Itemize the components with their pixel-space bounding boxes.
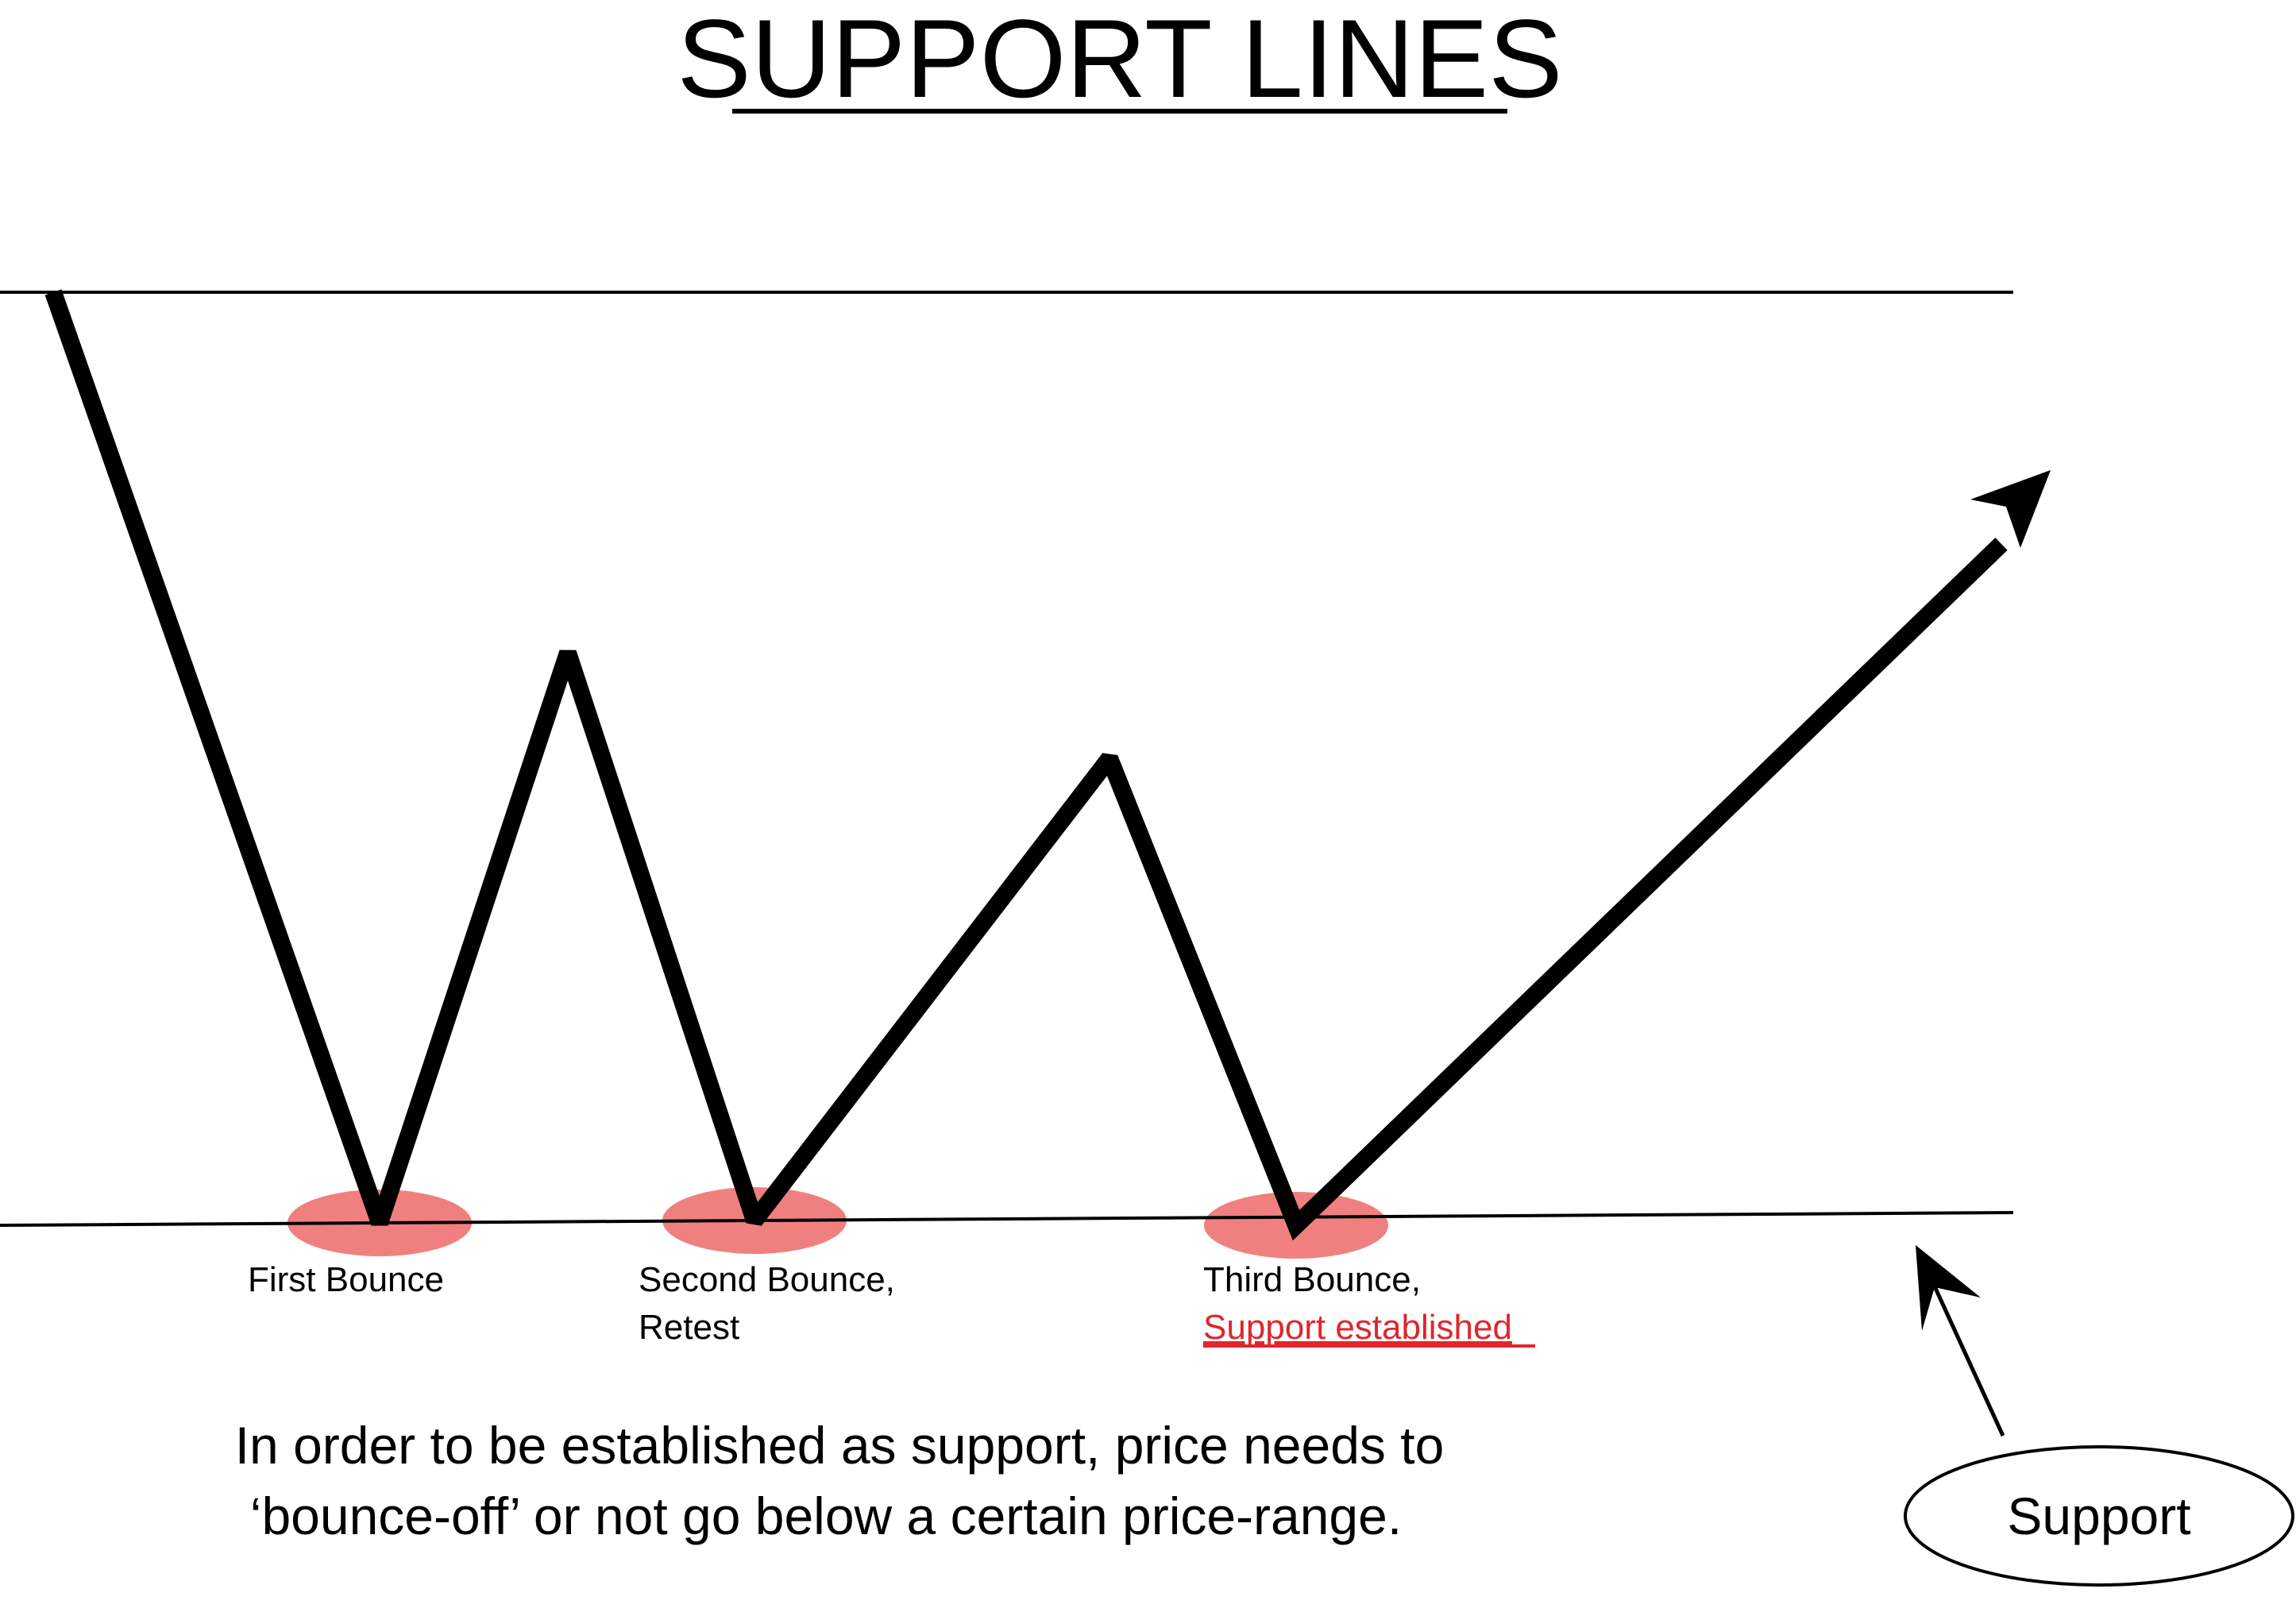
price-path: [44, 289, 2008, 1241]
third-bounce-label: Third Bounce,: [1203, 1260, 1421, 1299]
support-callout-label: Support: [2007, 1487, 2190, 1545]
callout-arrowhead: [1916, 1245, 1981, 1331]
diagram-title: SUPPORT LINES: [677, 0, 1562, 121]
price-arrowhead: [1970, 470, 2051, 548]
callout-arrow-shaft: [1932, 1285, 2005, 1437]
caption-line-2: ‘bounce-off’ or not go below a certain p…: [250, 1487, 1402, 1545]
support-callout-bubble: [1904, 1445, 2294, 1587]
support-line: [0, 1211, 2014, 1227]
support-established-label: Support established: [1203, 1308, 1512, 1347]
second-bounce-label: Second Bounce,: [639, 1260, 895, 1299]
caption-line-1: In order to be established as support, p…: [235, 1416, 1445, 1475]
second-bounce-sublabel: Retest: [639, 1308, 739, 1347]
first-bounce-label: First Bounce: [248, 1260, 444, 1299]
